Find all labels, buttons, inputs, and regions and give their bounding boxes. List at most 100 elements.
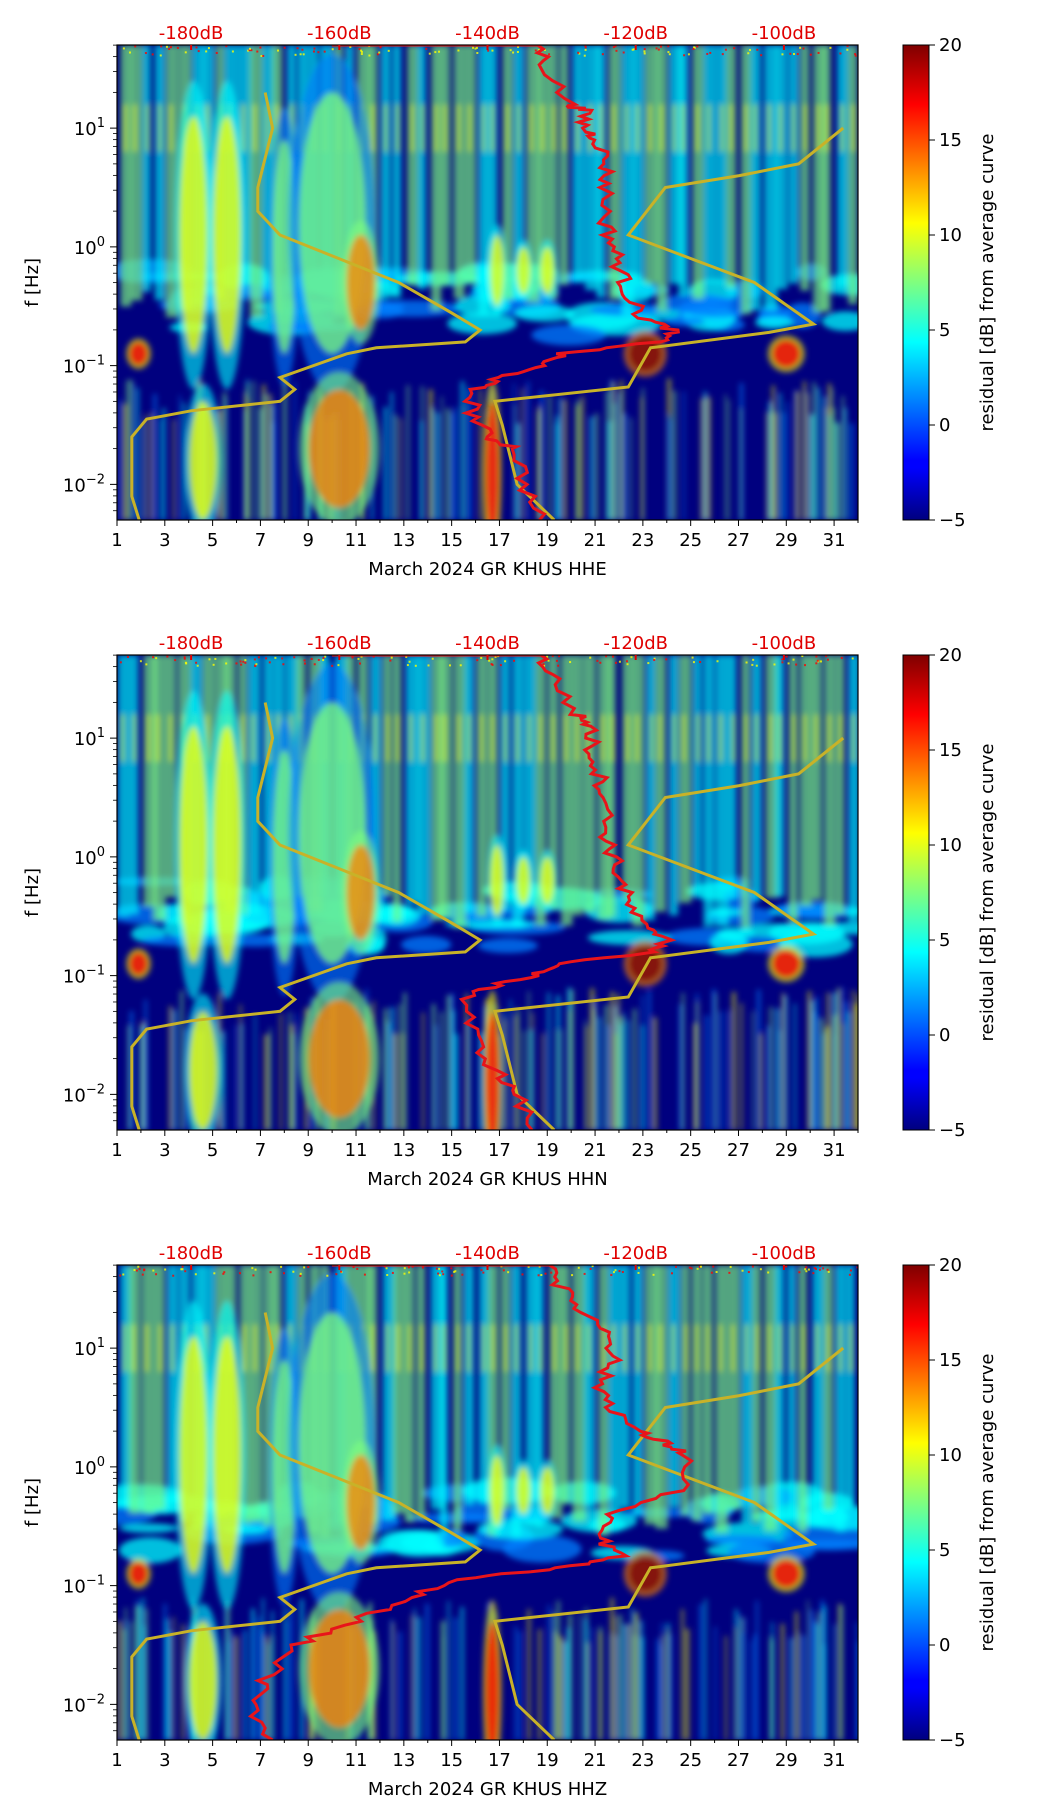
curves-layer	[130, 655, 845, 1130]
y-tick-label: 100	[74, 235, 105, 259]
colorbar-label: residual [dB] from average curve	[977, 743, 998, 1041]
x-tick-label: 23	[631, 530, 654, 551]
x-axis-label: March 2024 GR KHUS HHE	[368, 559, 606, 580]
db-axis-label: -100dB	[752, 23, 817, 44]
x-tick-label: 29	[775, 1750, 798, 1771]
spectrogram-image	[117, 1265, 858, 1740]
x-tick-label: 31	[823, 1750, 846, 1771]
x-tick-label: 25	[679, 530, 702, 551]
x-tick-label: 21	[584, 530, 607, 551]
spectrogram-texture	[117, 45, 858, 520]
high-noise-model-curve	[492, 1346, 845, 1740]
low-noise-model-curve	[130, 1312, 483, 1740]
db-axis-label: -120dB	[603, 1243, 668, 1264]
y-axis-label: f [Hz]	[22, 258, 43, 307]
x-tick-label: 27	[727, 530, 750, 551]
x-tick-label: 25	[679, 1140, 702, 1161]
x-tick-label: 23	[631, 1750, 654, 1771]
y-axis-label: f [Hz]	[22, 1478, 43, 1527]
station-noise-curve	[331, 655, 677, 1130]
y-tick-label: 10−1	[63, 354, 105, 378]
x-tick-label: 11	[345, 1140, 368, 1161]
x-tick-label: 29	[775, 530, 798, 551]
x-tick-label: 7	[255, 530, 266, 551]
y-axis-label: f [Hz]	[22, 868, 43, 917]
x-tick-label: 13	[392, 1750, 415, 1771]
db-axis-label: -140dB	[455, 1243, 520, 1264]
curves-layer	[130, 1265, 845, 1740]
x-tick-label: 31	[823, 1140, 846, 1161]
y-tick-label: 100	[74, 1455, 105, 1479]
x-tick-label: 15	[440, 530, 463, 551]
y-tick-label: 100	[74, 845, 105, 869]
db-axis-label: -120dB	[603, 23, 668, 44]
x-tick-label: 29	[775, 1140, 798, 1161]
y-tick-label: 101	[74, 116, 105, 140]
high-noise-model-curve	[492, 736, 845, 1130]
x-axis-label: March 2024 GR KHUS HHZ	[368, 1779, 607, 1800]
colorbar-tick-label: 0	[939, 1025, 950, 1046]
colorbar-tick-label: 10	[939, 225, 962, 246]
x-tick-label: 5	[207, 1750, 218, 1771]
db-axis-label: -120dB	[603, 633, 668, 654]
colorbar-tick-label: 10	[939, 1445, 962, 1466]
colorbar	[902, 44, 930, 521]
x-tick-label: 3	[159, 530, 170, 551]
colorbar-tick-label: 5	[939, 320, 950, 341]
y-tick-label: 10−2	[63, 1082, 105, 1106]
x-tick-label: 21	[584, 1140, 607, 1161]
colorbar-tick-label: 15	[939, 130, 962, 151]
x-tick-label: 13	[392, 1140, 415, 1161]
db-axis-label: -100dB	[752, 1243, 817, 1264]
colorbar-tick-label: 0	[939, 1635, 950, 1656]
spectrogram-image	[117, 45, 858, 520]
x-tick-label: 25	[679, 1750, 702, 1771]
spectrogram-texture	[117, 655, 858, 1130]
x-tick-label: 17	[488, 1140, 511, 1161]
x-tick-label: 9	[302, 1750, 313, 1771]
x-tick-label: 21	[584, 1750, 607, 1771]
db-axis-label: -160dB	[307, 1243, 372, 1264]
db-axis-label: -160dB	[307, 633, 372, 654]
y-tick-label: 10−1	[63, 1574, 105, 1598]
x-tick-label: 27	[727, 1750, 750, 1771]
x-tick-label: 1	[111, 1140, 122, 1161]
db-axis-label: -180dB	[159, 1243, 224, 1264]
x-tick-label: 17	[488, 1750, 511, 1771]
x-tick-label: 1	[111, 1750, 122, 1771]
x-tick-label: 7	[255, 1750, 266, 1771]
colorbar-tick-label: −5	[939, 510, 966, 531]
y-tick-label: 10−2	[63, 1692, 105, 1716]
colorbar-tick-label: 0	[939, 415, 950, 436]
low-noise-model-curve	[130, 702, 483, 1130]
colorbar-label: residual [dB] from average curve	[977, 133, 998, 431]
y-tick-label: 10−1	[63, 964, 105, 988]
x-tick-label: 11	[345, 1750, 368, 1771]
station-noise-curve	[331, 45, 681, 520]
x-tick-label: 19	[536, 530, 559, 551]
x-tick-label: 31	[823, 530, 846, 551]
curves-layer	[130, 45, 845, 520]
db-axis-label: -140dB	[455, 633, 520, 654]
colorbar	[902, 654, 930, 1131]
x-tick-label: 17	[488, 530, 511, 551]
x-tick-label: 3	[159, 1750, 170, 1771]
db-axis-label: -100dB	[752, 633, 817, 654]
x-tick-label: 3	[159, 1140, 170, 1161]
colorbar-tick-label: 20	[939, 35, 962, 56]
low-noise-model-curve	[130, 92, 483, 520]
colorbar-tick-label: 15	[939, 740, 962, 761]
colorbar-tick-label: 5	[939, 930, 950, 951]
colorbar-label: residual [dB] from average curve	[977, 1353, 998, 1651]
spectrogram-texture	[117, 1265, 858, 1740]
x-tick-label: 15	[440, 1750, 463, 1771]
x-tick-label: 1	[111, 530, 122, 551]
colorbar-tick-label: −5	[939, 1730, 966, 1751]
x-tick-label: 9	[302, 530, 313, 551]
y-tick-label: 101	[74, 1336, 105, 1360]
y-tick-label: 101	[74, 726, 105, 750]
